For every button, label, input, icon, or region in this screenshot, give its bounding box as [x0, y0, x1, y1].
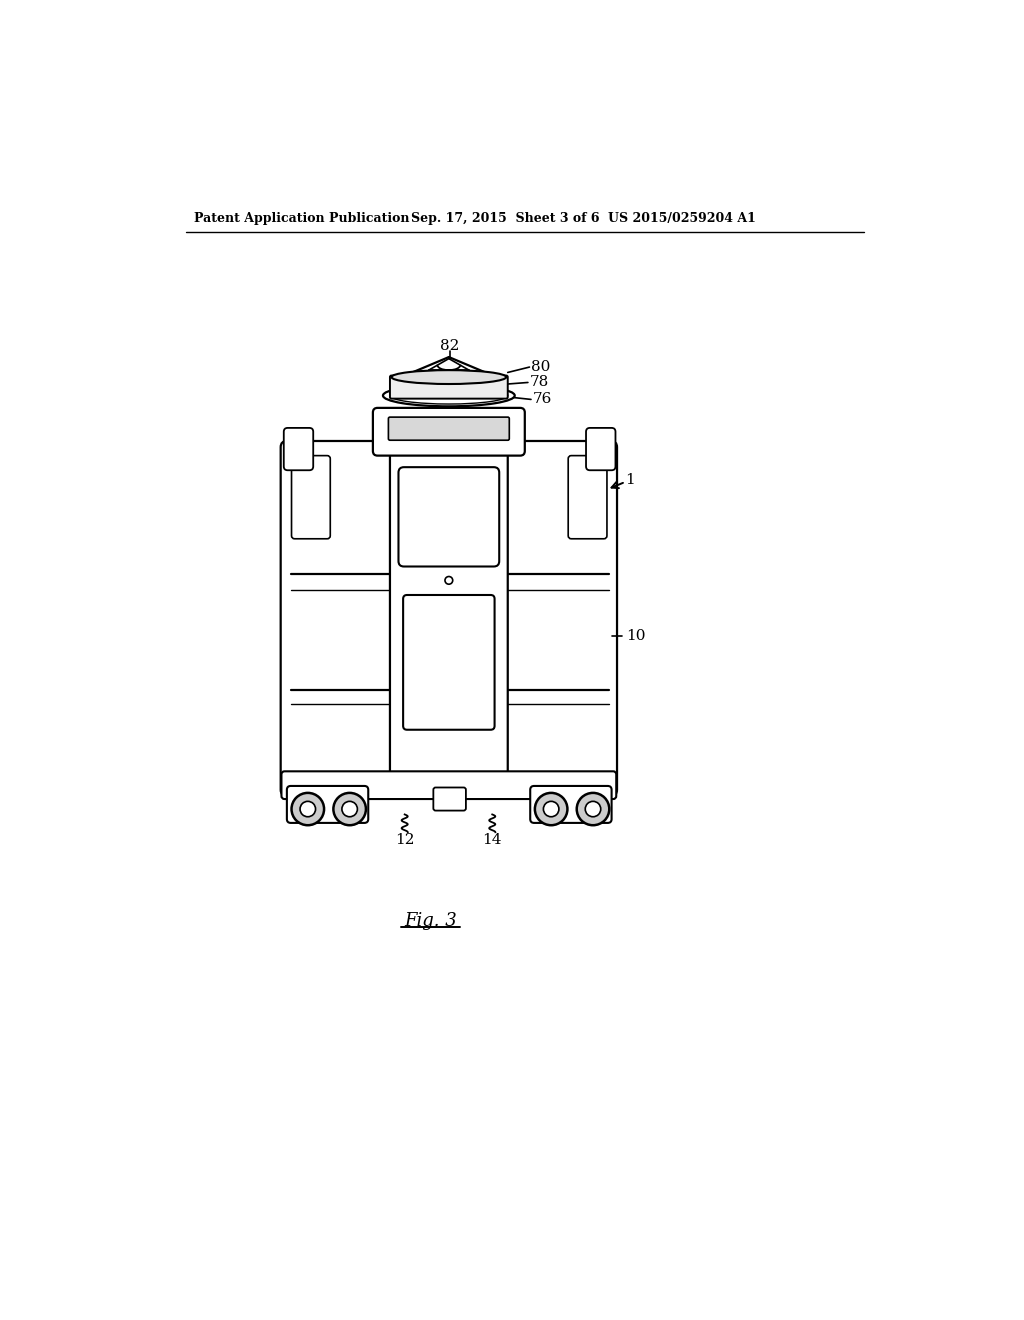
Text: 14: 14	[482, 833, 502, 847]
Circle shape	[334, 793, 366, 825]
Ellipse shape	[383, 385, 515, 407]
Text: US 2015/0259204 A1: US 2015/0259204 A1	[608, 213, 757, 224]
Text: 1: 1	[626, 474, 635, 487]
FancyBboxPatch shape	[586, 428, 615, 470]
Text: 80: 80	[531, 360, 550, 374]
FancyBboxPatch shape	[388, 417, 509, 441]
Ellipse shape	[391, 370, 506, 384]
Circle shape	[535, 793, 567, 825]
FancyBboxPatch shape	[287, 785, 369, 822]
FancyBboxPatch shape	[530, 785, 611, 822]
Ellipse shape	[390, 387, 508, 404]
Circle shape	[292, 793, 324, 825]
Text: Patent Application Publication: Patent Application Publication	[194, 213, 410, 224]
Text: 78: 78	[529, 375, 549, 389]
Text: Fig. 3: Fig. 3	[403, 912, 457, 929]
FancyBboxPatch shape	[568, 455, 607, 539]
Text: 76: 76	[532, 392, 552, 407]
Circle shape	[445, 577, 453, 585]
Circle shape	[586, 801, 601, 817]
FancyBboxPatch shape	[390, 376, 508, 399]
FancyBboxPatch shape	[281, 441, 406, 796]
Text: 10: 10	[627, 628, 646, 643]
Text: 82: 82	[440, 338, 460, 352]
FancyBboxPatch shape	[284, 428, 313, 470]
FancyBboxPatch shape	[390, 409, 508, 793]
Text: Sep. 17, 2015  Sheet 3 of 6: Sep. 17, 2015 Sheet 3 of 6	[411, 213, 599, 224]
Circle shape	[577, 793, 609, 825]
FancyBboxPatch shape	[403, 595, 495, 730]
Circle shape	[342, 801, 357, 817]
FancyBboxPatch shape	[398, 467, 500, 566]
Circle shape	[544, 801, 559, 817]
FancyBboxPatch shape	[493, 441, 617, 796]
FancyBboxPatch shape	[292, 455, 331, 539]
Text: 12: 12	[395, 833, 415, 847]
FancyBboxPatch shape	[433, 788, 466, 810]
FancyBboxPatch shape	[282, 771, 616, 799]
Circle shape	[300, 801, 315, 817]
FancyBboxPatch shape	[373, 408, 524, 455]
